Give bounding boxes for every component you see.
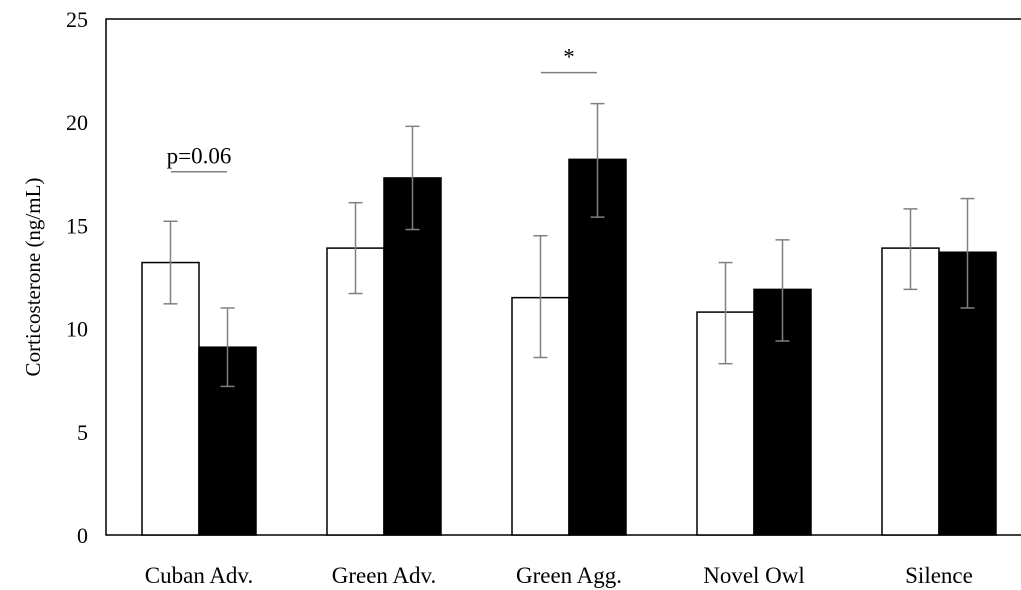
significance-label: * (563, 45, 575, 70)
bar-series0-1 (326, 247, 385, 536)
x-category-label: Novel Owl (703, 563, 805, 588)
y-axis-title: Corticosterone (ng/mL) (21, 178, 45, 377)
bar-series1-2 (568, 158, 627, 536)
error-bar-series1-0 (220, 307, 235, 388)
error-bar-series1-3 (775, 239, 790, 342)
bar-series1-1 (383, 177, 442, 536)
y-axis-ticks: 0 5 10 15 20 25 (66, 7, 88, 548)
y-tick-label: 5 (77, 420, 88, 445)
error-bar-series0-4 (903, 208, 918, 291)
y-tick-label: 25 (66, 7, 88, 32)
x-category-label: Silence (905, 563, 973, 588)
y-tick-label: 15 (66, 213, 88, 238)
error-bars-layer (163, 102, 975, 388)
error-bar-series0-2 (533, 234, 548, 359)
x-category-label: Cuban Adv. (145, 563, 253, 588)
error-bar-series1-2 (590, 102, 605, 218)
error-bar-series1-4 (960, 197, 975, 309)
error-bar-series0-1 (348, 201, 363, 295)
y-tick-label: 0 (77, 523, 88, 548)
error-bar-series0-0 (163, 220, 178, 305)
x-category-label: Green Agg. (516, 563, 622, 588)
y-tick-label: 20 (66, 110, 88, 135)
x-axis-labels: Cuban Adv. Green Adv. Green Agg. Novel Owl S… (145, 563, 973, 588)
bar-series0-4 (881, 247, 940, 536)
significance-label: p=0.06 (167, 144, 232, 169)
plot-area: p=0.06 * (105, 18, 1021, 536)
x-category-label: Green Adv. (332, 563, 437, 588)
annotations-layer: p=0.06 * (167, 45, 597, 173)
error-bar-series0-3 (718, 261, 733, 365)
y-tick-label: 10 (66, 317, 88, 342)
bars-layer (141, 158, 997, 536)
error-bar-series1-1 (405, 125, 420, 231)
